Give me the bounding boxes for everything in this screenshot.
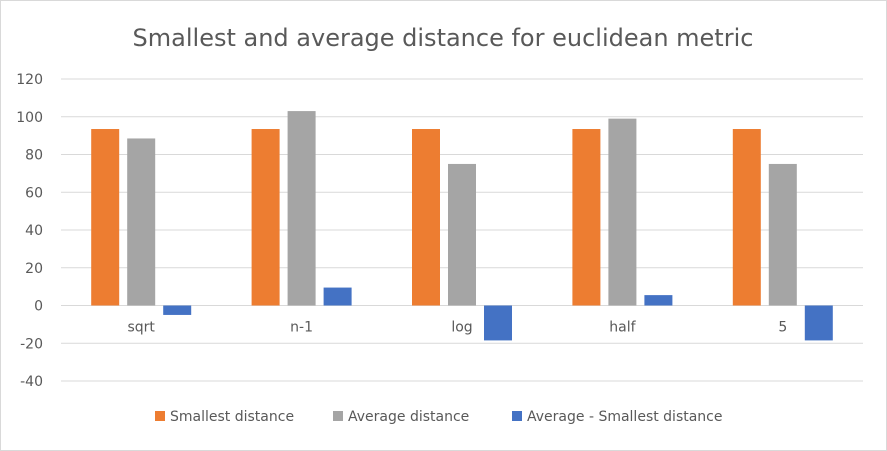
bars — [91, 111, 833, 341]
bar-average-smallest-distance-sqrt — [163, 305, 192, 315]
chart-title: Smallest and average distance for euclid… — [133, 24, 754, 52]
bar-average-smallest-distance-5 — [804, 305, 833, 341]
legend-label: Average - Smallest distance — [527, 409, 723, 425]
bar-average-smallest-distance-log — [484, 305, 512, 341]
bar-smallest-distance-log — [412, 129, 440, 306]
bar-average-distance-5 — [768, 163, 797, 306]
legend: Smallest distance Average distance Average… — [155, 409, 723, 425]
bar-smallest-distance-n-1 — [251, 129, 280, 306]
category-label: n-1 — [290, 320, 313, 336]
bar-average-distance-log — [448, 163, 476, 306]
legend-label: Smallest distance — [170, 409, 294, 425]
y-tick-label: 120 — [16, 72, 43, 88]
legend-label: Average distance — [348, 409, 469, 425]
y-tick-label: 80 — [25, 148, 43, 164]
category-label: log — [451, 320, 472, 336]
category-label: 5 — [778, 320, 787, 336]
y-tick-label: 0 — [34, 299, 43, 315]
category-label: sqrt — [127, 320, 155, 336]
bar-average-distance-half — [608, 118, 637, 306]
y-tick-label: 60 — [25, 185, 43, 201]
y-tick-label: 40 — [25, 223, 43, 239]
category-labels: sqrt n-1 log half 5 — [127, 320, 787, 336]
y-tick-label: -40 — [20, 374, 43, 390]
y-tick-label: -20 — [20, 336, 43, 352]
y-tick-label: 20 — [25, 261, 43, 277]
bar-smallest-distance-sqrt — [91, 129, 120, 306]
y-tick-label: 100 — [16, 110, 43, 126]
bar-average-smallest-distance-n-1 — [323, 287, 352, 306]
bar-average-distance-n-1 — [287, 111, 316, 306]
bar-average-smallest-distance-half — [644, 295, 673, 306]
legend-swatch — [155, 411, 165, 421]
category-label: half — [609, 320, 636, 336]
bar-smallest-distance-5 — [732, 129, 761, 306]
legend-swatch — [512, 411, 522, 421]
bar-smallest-distance-half — [572, 129, 601, 306]
legend-swatch — [333, 411, 343, 421]
y-axis-ticks: 120 100 80 60 40 20 0 -20 -40 — [16, 72, 43, 390]
bar-average-distance-sqrt — [127, 138, 156, 306]
